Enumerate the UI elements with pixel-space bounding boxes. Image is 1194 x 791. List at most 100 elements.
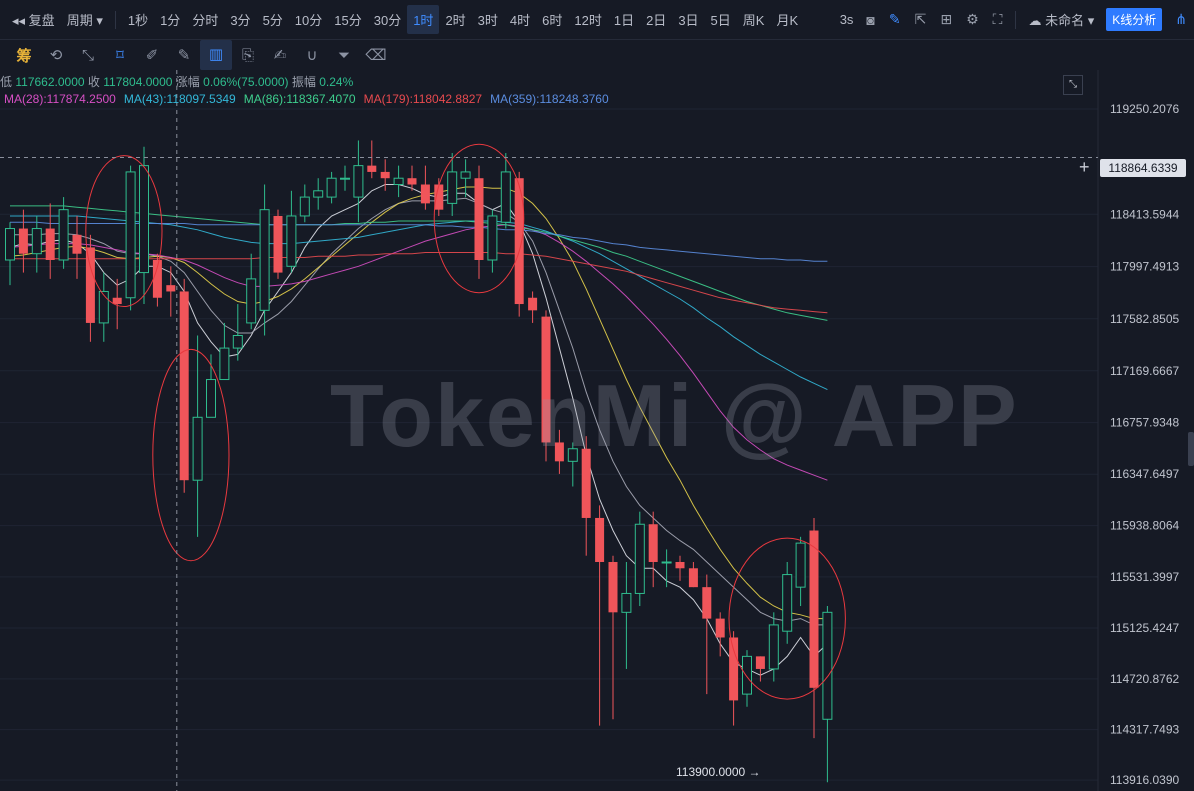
interval-11[interactable]: 4时 xyxy=(509,13,531,28)
interval-6[interactable]: 15分 xyxy=(334,13,362,28)
filter-icon[interactable]: ⏷ xyxy=(337,46,350,64)
settings-icon[interactable]: ⚙ xyxy=(966,11,979,27)
candle-body-52 xyxy=(702,587,712,619)
interval-17[interactable]: 5日 xyxy=(710,13,731,28)
change-label: 涨幅 xyxy=(175,75,200,89)
candle-body-44 xyxy=(595,517,605,562)
drawing-tools-icon[interactable]: ⟲ xyxy=(49,47,63,64)
candle-body-46 xyxy=(621,592,632,613)
watermark: TokenMi @ APP xyxy=(330,366,1019,465)
replay-button[interactable]: ◂◂ 复盘 xyxy=(12,13,55,28)
candle-body-36 xyxy=(487,215,498,261)
y-tick-label-11: 114317.7493 xyxy=(1110,723,1180,737)
interval-19[interactable]: 月K xyxy=(776,13,799,28)
candle-body-23 xyxy=(313,190,324,198)
y-tick-label-3: 117582.8505 xyxy=(1110,312,1180,326)
refresh-interval[interactable]: 3s xyxy=(839,12,854,27)
annotation-circle-3 xyxy=(728,537,846,700)
candle-body-12 xyxy=(166,285,176,292)
y-tick-label-0: 119250.2076 xyxy=(1110,102,1180,116)
interval-0[interactable]: 1秒 xyxy=(127,13,149,28)
change-value: 0.06%(75.0000) xyxy=(203,75,289,89)
pencil-icon[interactable]: ✐ xyxy=(145,47,159,64)
edit-icon[interactable]: ✎ xyxy=(888,11,901,27)
interval-18[interactable]: 周K xyxy=(742,13,765,28)
indicators-icon[interactable]: ⊞ xyxy=(940,11,953,27)
interval-8[interactable]: 1时 xyxy=(407,5,440,34)
candle-body-48 xyxy=(648,524,658,562)
interval-16[interactable]: 3日 xyxy=(678,13,699,28)
crosshair-price-label: 118864.6339 xyxy=(1100,159,1186,177)
candle-body-21 xyxy=(286,215,297,267)
interval-10[interactable]: 3时 xyxy=(477,13,498,28)
candle-body-14 xyxy=(192,416,203,481)
interval-3[interactable]: 3分 xyxy=(230,13,251,28)
drawing-toolbar: 筹 ⟲ ⤡ ⌑ ✐ ✎ ▥ ⎘ ✍ ∪ ⏷ ⌫ xyxy=(0,40,428,70)
y-tick-label-2: 117997.4913 xyxy=(1110,260,1180,274)
interval-12[interactable]: 6时 xyxy=(542,13,563,28)
ma-legend-item-1: MA(43):118097.5349 xyxy=(123,92,236,106)
share-icon[interactable]: ⋔ xyxy=(1175,11,1187,27)
interval-2[interactable]: 分时 xyxy=(192,13,219,28)
interval-14[interactable]: 1日 xyxy=(613,13,635,28)
layout-name: 未命名 xyxy=(1045,13,1085,28)
candle-body-49 xyxy=(661,561,672,564)
candle-body-28 xyxy=(380,171,390,179)
candle-body-7 xyxy=(98,290,109,324)
kline-analysis-button[interactable]: K线分析 xyxy=(1106,8,1163,31)
candle-body-30 xyxy=(407,178,417,185)
interval-9[interactable]: 2时 xyxy=(445,13,466,28)
interval-list: 1秒 1分 分时 3分 5分 10分 15分 30分 1时 2时 3时 4时 6时 12时 1日 2日 3日 5日… xyxy=(122,5,804,34)
candle-body-17 xyxy=(232,334,243,349)
crosshair-add-icon[interactable]: + xyxy=(1079,157,1090,177)
camera-icon[interactable]: ◙ xyxy=(866,11,875,28)
candle-body-2 xyxy=(31,228,42,255)
y-tick-label-5: 116757.9348 xyxy=(1110,416,1180,430)
pin-icon[interactable]: ⌑ xyxy=(116,47,124,64)
candle-body-39 xyxy=(528,297,538,311)
share-out-icon[interactable]: ⇱ xyxy=(914,11,927,27)
chips-icon[interactable]: 筹 xyxy=(16,47,32,65)
ruler-icon[interactable]: ⤡ xyxy=(81,46,94,64)
candles-icon[interactable]: ▥ xyxy=(200,40,232,70)
interval-7[interactable]: 30分 xyxy=(373,13,402,28)
ohlc-legend: 低 117662.0000 收 117804.0000 涨幅 0.06%(75.… xyxy=(0,73,353,89)
low-price-marker: 113900.0000 → xyxy=(676,765,761,779)
candle-body-57 xyxy=(768,624,779,670)
price-scale-handle[interactable] xyxy=(1188,432,1194,466)
candle-body-10 xyxy=(139,165,149,274)
notes-icon[interactable]: ✍ xyxy=(273,47,287,64)
y-tick-label-6: 116347.6497 xyxy=(1110,467,1180,481)
candle-body-58 xyxy=(782,574,793,632)
interval-13[interactable]: 12时 xyxy=(574,13,602,28)
interval-1[interactable]: 1分 xyxy=(160,13,181,28)
interval-4[interactable]: 5分 xyxy=(262,13,283,28)
candle-body-56 xyxy=(755,656,765,669)
interval-5[interactable]: 10分 xyxy=(294,13,323,28)
candle-body-20 xyxy=(273,215,283,273)
candle-body-55 xyxy=(742,655,752,695)
candle-body-9 xyxy=(125,171,136,299)
brush-icon[interactable]: ✎ xyxy=(177,47,191,64)
candle-body-11 xyxy=(152,260,162,298)
interval-15[interactable]: 2日 xyxy=(646,13,667,28)
y-tick-label-8: 115531.3997 xyxy=(1110,570,1180,584)
fullscreen-icon[interactable]: ⛶ xyxy=(992,11,1003,27)
candle-body-35 xyxy=(474,178,484,261)
magnet-icon[interactable]: ∪ xyxy=(306,47,318,64)
candle-body-41 xyxy=(554,442,564,462)
layout-dropdown[interactable]: ☁ 未命名 ▾ xyxy=(1028,13,1095,28)
candle-body-54 xyxy=(729,637,739,701)
candle-body-19 xyxy=(259,209,270,311)
annotation-circle-2 xyxy=(433,143,525,294)
trash-icon[interactable]: ⌫ xyxy=(365,47,387,64)
candle-body-4 xyxy=(58,209,69,261)
period-dropdown[interactable]: 周期 ▾ xyxy=(66,13,103,28)
clipboard-icon[interactable]: ⎘ xyxy=(241,46,254,64)
candle-body-29 xyxy=(393,177,404,186)
candle-body-27 xyxy=(367,165,377,172)
collapse-icon[interactable]: ⤡ xyxy=(1063,75,1083,95)
candle-body-1 xyxy=(18,228,28,254)
annotation-circle-0 xyxy=(85,155,163,308)
